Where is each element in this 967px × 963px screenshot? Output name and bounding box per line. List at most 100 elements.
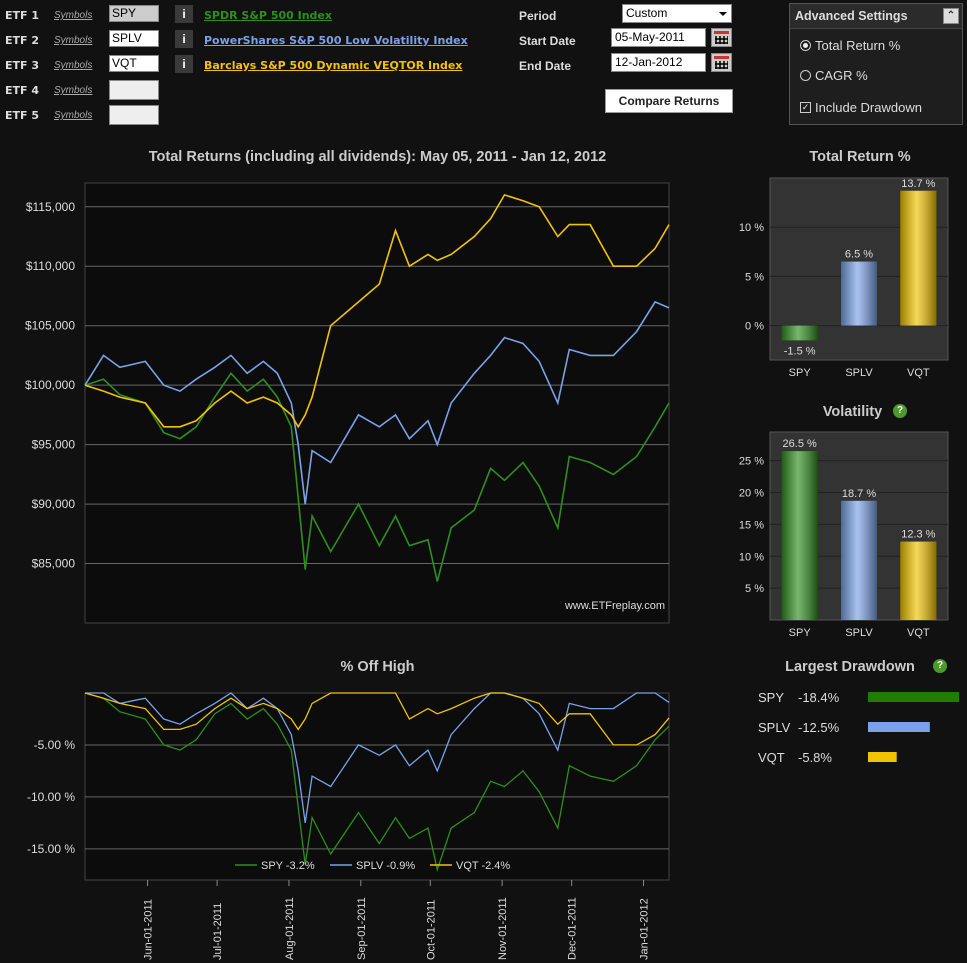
y-tick-label: -10.00 %	[27, 790, 75, 804]
radio-selected-icon[interactable]	[800, 40, 811, 51]
y-tick-label: $115,000	[26, 200, 75, 214]
total-returns-chart: $85,000 $90,000 $95,000 $100,000 $105,000 $11…	[25, 182, 670, 624]
drawdown-bar-splv	[868, 722, 930, 732]
drawdown-bar-spy	[868, 692, 959, 702]
calendar-icon[interactable]	[711, 53, 732, 72]
x-tick-label: SPY	[789, 627, 812, 639]
bar-value-label: 26.5 %	[783, 438, 817, 450]
compare-returns-button[interactable]: Compare Returns	[605, 89, 733, 113]
symbols-link[interactable]: Symbols	[54, 110, 93, 121]
period-select[interactable]: Custom	[622, 4, 732, 23]
y-tick-label: 10 %	[739, 551, 764, 563]
y-tick-label: 15 %	[739, 519, 764, 531]
total-return-option[interactable]: Total Return %	[800, 38, 900, 53]
start-date-label: Start Date	[519, 34, 576, 48]
legend-label: SPLV -0.9%	[356, 860, 415, 872]
x-tick-label: VQT	[907, 367, 930, 379]
bar-shade	[781, 325, 818, 341]
largest-drawdown-title: Largest Drawdown	[785, 659, 915, 675]
legend-label: VQT -2.4%	[456, 860, 510, 872]
y-tick-label: $100,000	[25, 378, 75, 392]
drawdown-symbol: VQT	[758, 750, 785, 765]
volatility-bar-chart: 5 % 10 % 15 % 20 % 25 % 26.5 % SPY 18.7 % SPLV 12…	[739, 431, 949, 639]
y-tick-label: 5 %	[745, 583, 764, 595]
fund-name-link[interactable]: SPDR S&P 500 Index	[204, 9, 332, 22]
volatility-title: Volatility	[822, 404, 883, 420]
x-tick-label: Nov-01-2011	[497, 897, 509, 960]
series-line-splv	[85, 692, 670, 823]
off-high-chart: -15.00 % -10.00 % -5.00 % Jun-01-2011 Jul-01…	[27, 692, 670, 960]
help-icon[interactable]: ?	[933, 659, 947, 673]
off-high-title: % Off High	[340, 659, 415, 675]
bar-shade	[841, 500, 877, 620]
bar-value-label: 12.3 %	[901, 529, 935, 541]
symbols-link[interactable]: Symbols	[54, 85, 93, 96]
etf-label: ETF 4	[5, 84, 40, 97]
help-icon[interactable]: ?	[893, 404, 907, 418]
symbol-input[interactable]: VQT	[109, 55, 159, 72]
end-date-field[interactable]: 12-Jan-2012	[611, 53, 706, 72]
symbol-input[interactable]: SPY	[109, 5, 159, 22]
y-tick-label: 10 %	[739, 222, 764, 234]
symbol-input[interactable]: SPLV	[109, 30, 159, 47]
bar-shade	[900, 190, 937, 326]
fund-name-link[interactable]: PowerShares S&P 500 Low Volatility Index	[204, 34, 468, 47]
drawdown-symbol: SPLV	[758, 720, 791, 735]
checkbox-checked-icon[interactable]: ✓	[800, 102, 811, 113]
series-line-vqt	[84, 692, 670, 746]
y-tick-label: $85,000	[32, 557, 76, 571]
plot-area	[84, 692, 670, 881]
largest-drawdown-chart: SPY -18.4% SPLV -12.5% VQT -5.8%	[758, 690, 959, 765]
drawdown-value: -12.5%	[798, 720, 840, 735]
symbols-link[interactable]: Symbols	[54, 60, 93, 71]
watermark: www.ETFreplay.com	[564, 600, 665, 612]
etf-label: ETF 1	[5, 9, 40, 22]
calendar-icon[interactable]	[711, 28, 732, 47]
x-tick-label: SPLV	[845, 367, 873, 379]
bar-value-label: 13.7 %	[901, 178, 935, 190]
y-tick-label: 0 %	[745, 321, 764, 333]
symbol-input[interactable]	[109, 80, 159, 100]
cagr-option[interactable]: CAGR %	[800, 68, 868, 83]
x-tick-label: Sep-01-2011	[356, 897, 368, 960]
y-tick-label: -15.00 %	[27, 842, 75, 856]
include-drawdown-option[interactable]: ✓ Include Drawdown	[800, 100, 922, 115]
cagr-label: CAGR %	[815, 68, 868, 83]
x-tick-label: Jun-01-2011	[143, 899, 155, 960]
fund-name-link[interactable]: Barclays S&P 500 Dynamic VEQTOR Index	[204, 59, 463, 72]
start-date-field[interactable]: 05-May-2011	[611, 28, 706, 47]
x-tick-label: SPY	[789, 367, 812, 379]
bar-value-label: 18.7 %	[842, 488, 876, 500]
collapse-icon[interactable]: ⌃	[943, 8, 959, 24]
symbols-link[interactable]: Symbols	[54, 35, 93, 46]
advanced-settings-title: Advanced Settings	[795, 9, 908, 23]
symbol-input[interactable]	[109, 105, 159, 125]
total-returns-title: Total Returns (including all dividends):…	[148, 149, 607, 165]
drawdown-bar-vqt	[868, 752, 897, 762]
y-tick-label: 5 %	[745, 271, 764, 283]
y-tick-label: $95,000	[32, 438, 76, 452]
advanced-settings-panel: Advanced Settings ⌃ Total Return % CAGR …	[789, 3, 963, 125]
drawdown-value: -18.4%	[798, 690, 840, 705]
y-tick-label: -5.00 %	[34, 738, 76, 752]
series-line-splv	[84, 300, 670, 505]
y-tick-label: 25 %	[739, 456, 764, 468]
info-button[interactable]: i	[175, 30, 193, 48]
y-tick-label: $90,000	[32, 497, 76, 511]
symbols-link[interactable]: Symbols	[54, 10, 93, 21]
radio-icon[interactable]	[800, 70, 811, 81]
x-tick-label: Jan-01-2012	[639, 898, 651, 960]
period-label: Period	[519, 9, 557, 23]
info-button[interactable]: i	[175, 55, 193, 73]
plot-area	[84, 182, 670, 624]
total-return-label: Total Return %	[815, 38, 901, 53]
x-tick-label: Dec-01-2011	[567, 897, 579, 960]
y-tick-label: $110,000	[26, 259, 75, 273]
info-button[interactable]: i	[175, 5, 193, 23]
bar-shade	[900, 541, 937, 620]
etf-label: ETF 2	[5, 34, 40, 47]
etf-label: ETF 3	[5, 59, 40, 72]
x-tick-label: Aug-01-2011	[284, 897, 296, 960]
include-drawdown-label: Include Drawdown	[815, 100, 922, 115]
bar-value-label: 6.5 %	[845, 249, 873, 261]
